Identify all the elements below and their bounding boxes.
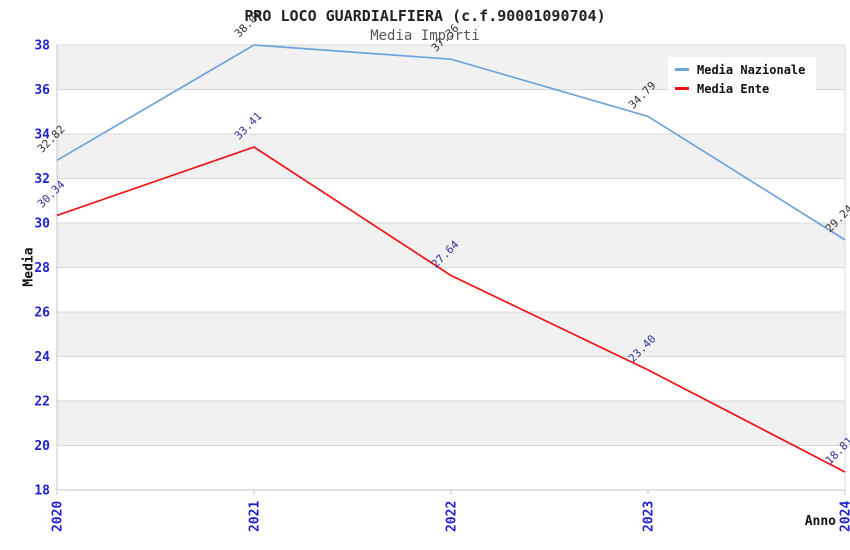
grid-band: [57, 312, 845, 357]
y-tick-label: 36: [34, 83, 50, 98]
x-tick-label: 2024: [839, 501, 850, 532]
y-tick-label: 26: [34, 306, 50, 321]
grid-band: [57, 223, 845, 268]
x-tick-label: 2023: [642, 501, 657, 532]
y-tick-label: 30: [34, 217, 50, 232]
legend-swatch-nazionale-icon: [675, 68, 689, 71]
grid-lines: [57, 44, 845, 491]
series-line-media-nazionale: [56, 44, 846, 241]
legend-label-nazionale: Media Nazionale: [697, 62, 806, 77]
grid-bands: [57, 45, 845, 446]
y-tick-label: 32: [34, 172, 50, 187]
y-tick-label: 22: [34, 395, 50, 410]
y-tick-labels: 18 20 22 24 26 28 30 32 34 36 38: [34, 39, 50, 499]
x-axis-title: Anno: [804, 514, 836, 529]
chart-subtitle: Media Importi: [370, 28, 480, 44]
y-tick-label: 28: [34, 261, 50, 276]
x-tick-label: 2020: [51, 501, 66, 532]
axis-border: [56, 45, 846, 495]
grid-band: [57, 401, 845, 446]
point-label: 29.24: [823, 202, 850, 235]
x-tick-labels: 2020 2021 2022 2023 2024: [51, 501, 850, 532]
chart-title: PRO LOCO GUARDIALFIERA (c.f.90001090704): [244, 7, 606, 25]
legend-item-media-ente: Media Ente: [668, 79, 816, 98]
y-tick-label: 34: [34, 128, 50, 143]
legend: Media Nazionale Media Ente: [668, 57, 816, 102]
x-tick-label: 2022: [445, 501, 460, 532]
y-axis-title: Media: [21, 247, 37, 287]
legend-item-media-nazionale: Media Nazionale: [668, 60, 816, 79]
series-line-media-ente: [56, 146, 846, 473]
grid-band: [57, 134, 845, 179]
y-tick-label: 20: [34, 439, 50, 454]
y-tick-label: 38: [34, 39, 50, 54]
y-tick-label: 18: [34, 484, 50, 499]
y-tick-label: 24: [34, 350, 50, 365]
x-tick-label: 2021: [248, 501, 263, 532]
legend-label-ente: Media Ente: [697, 81, 770, 96]
legend-swatch-ente-icon: [675, 87, 689, 90]
